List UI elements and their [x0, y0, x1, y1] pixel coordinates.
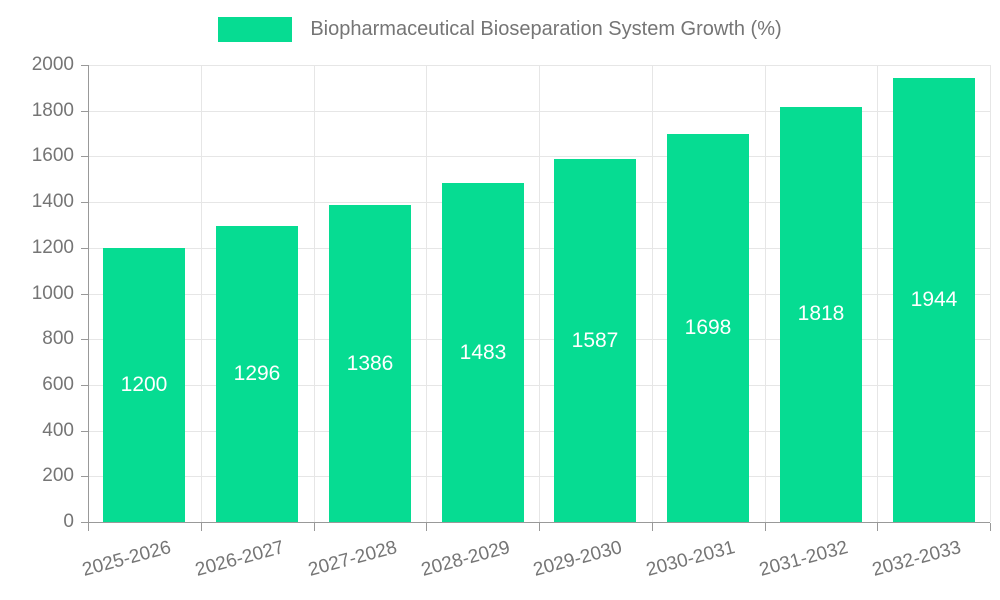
x-tick-label: 2028-2029: [419, 537, 513, 581]
y-tick-mark: [81, 339, 88, 340]
gridline-vertical: [877, 65, 878, 522]
x-tick-label: 2032-2033: [870, 537, 964, 581]
bar: [329, 205, 411, 522]
y-tick-label: 200: [42, 465, 74, 486]
gridline-vertical: [426, 65, 427, 522]
gridline-vertical: [314, 65, 315, 522]
bar-value-label: 1483: [459, 341, 507, 364]
y-tick-mark: [81, 294, 88, 295]
bar-value-label: 1944: [910, 288, 958, 311]
bar: [103, 248, 185, 522]
x-tick-label: 2030-2031: [644, 537, 738, 581]
y-tick-mark: [81, 431, 88, 432]
y-tick-label: 1600: [31, 145, 74, 166]
gridline-vertical: [990, 65, 991, 522]
x-tick-mark: [765, 523, 766, 531]
y-tick-label: 1400: [31, 191, 74, 212]
y-tick-label: 800: [42, 328, 74, 349]
y-tick-label: 1800: [31, 100, 74, 121]
y-axis: [88, 65, 89, 523]
bar-value-label: 1818: [797, 302, 845, 325]
y-tick-mark: [81, 65, 88, 66]
bar-value-label: 1386: [346, 352, 394, 375]
x-tick-label: 2031-2032: [757, 537, 851, 581]
x-tick-mark: [877, 523, 878, 531]
y-tick-label: 400: [42, 420, 74, 441]
gridline-vertical: [765, 65, 766, 522]
bar: [442, 183, 524, 522]
x-tick-label: 2026-2027: [193, 537, 287, 581]
x-tick-mark: [990, 523, 991, 531]
bar: [216, 226, 298, 522]
bar-value-label: 1587: [571, 329, 619, 352]
x-tick-mark: [426, 523, 427, 531]
x-tick-mark: [88, 523, 89, 531]
bar-value-label: 1200: [120, 373, 168, 396]
y-tick-label: 1000: [31, 283, 74, 304]
bar: [667, 134, 749, 522]
x-tick-mark: [652, 523, 653, 531]
legend[interactable]: Biopharmaceutical Bioseparation System G…: [0, 17, 1000, 42]
y-tick-mark: [81, 156, 88, 157]
bar: [554, 159, 636, 522]
chart-title: Biopharmaceutical Bioseparation System G…: [310, 18, 782, 40]
bar-value-label: 1698: [684, 316, 732, 339]
y-tick-label: 2000: [31, 54, 74, 75]
y-tick-label: 600: [42, 374, 74, 395]
gridline-vertical: [539, 65, 540, 522]
x-axis: [81, 522, 990, 523]
bar: [893, 78, 975, 522]
gridline-vertical: [201, 65, 202, 522]
legend-swatch: [218, 17, 293, 42]
bar: [780, 107, 862, 522]
y-tick-mark: [81, 476, 88, 477]
x-tick-label: 2027-2028: [306, 537, 400, 581]
x-tick-mark: [314, 523, 315, 531]
y-tick-label: 1200: [31, 237, 74, 258]
gridline-vertical: [652, 65, 653, 522]
x-tick-mark: [539, 523, 540, 531]
x-tick-label: 2029-2030: [531, 537, 625, 581]
y-tick-mark: [81, 248, 88, 249]
y-tick-mark: [81, 385, 88, 386]
y-tick-mark: [81, 111, 88, 112]
bar-value-label: 1296: [233, 362, 281, 385]
y-tick-label: 0: [63, 511, 74, 532]
x-tick-label: 2025-2026: [80, 537, 174, 581]
y-tick-mark: [81, 202, 88, 203]
x-tick-mark: [201, 523, 202, 531]
